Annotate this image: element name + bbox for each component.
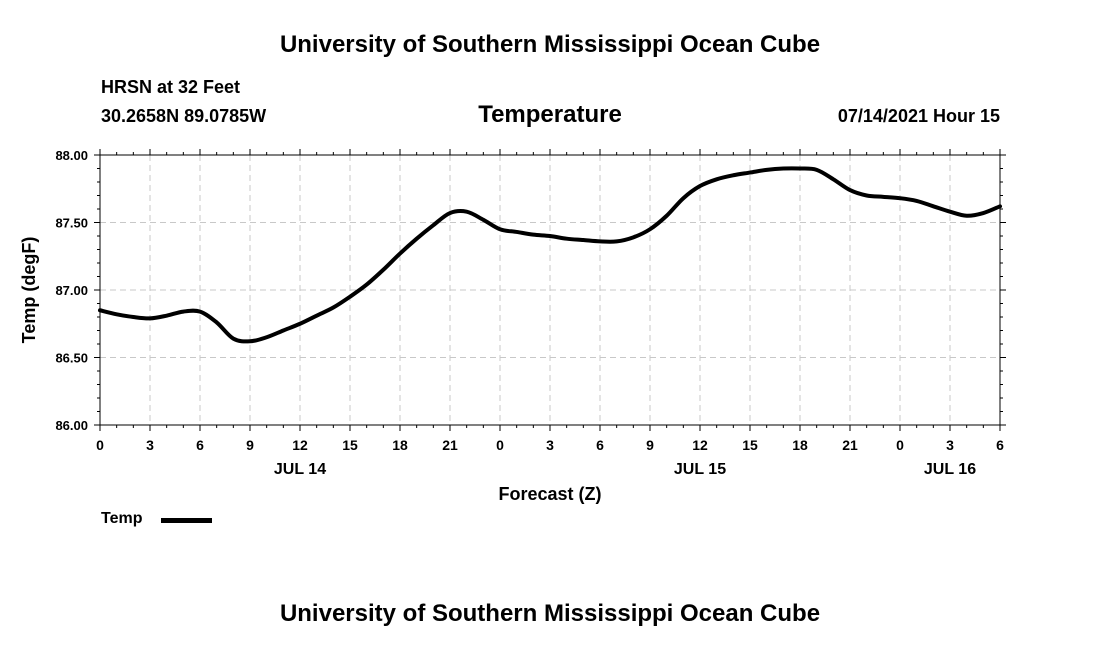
y-axis-title: Temp (degF) [19, 237, 39, 344]
temp-series-line [98, 166, 1002, 344]
y-tick-label: 87.50 [55, 216, 88, 231]
x-tick-label: 3 [546, 437, 554, 453]
legend-line-swatch [161, 518, 212, 523]
x-tick-label: 15 [742, 437, 758, 453]
x-tick-label: 3 [146, 437, 154, 453]
plot-frame [99, 154, 1001, 426]
x-tick-label: 3 [946, 437, 954, 453]
x-tick-label: 0 [96, 437, 104, 453]
x-tick-label: 18 [392, 437, 408, 453]
x-tick-label: 21 [842, 437, 858, 453]
x-tick-label: 12 [692, 437, 708, 453]
page-title: University of Southern Mississippi Ocean… [279, 31, 821, 58]
footer-title: University of Southern Mississippi Ocean… [279, 600, 821, 627]
x-date-label: JUL 15 [674, 461, 726, 478]
y-tick-label: 88.00 [55, 148, 88, 163]
chart-subtitle: Temperature [478, 101, 622, 128]
x-date-label: JUL 16 [924, 461, 976, 478]
x-tick-label: 9 [246, 437, 254, 453]
x-tick-label: 0 [496, 437, 504, 453]
x-tick-label: 21 [442, 437, 458, 453]
x-tick-label: 18 [792, 437, 808, 453]
x-axis-title: Forecast (Z) [498, 484, 601, 504]
x-tick-label: 6 [596, 437, 604, 453]
legend-label: Temp [101, 510, 143, 527]
x-tick-label: 15 [342, 437, 358, 453]
station-label: HRSN at 32 Feet [101, 77, 241, 97]
x-tick-label: 6 [996, 437, 1004, 453]
y-tick-label: 86.50 [55, 351, 88, 366]
coordinates-label: 30.2658N 89.0785W [101, 106, 267, 126]
x-tick-label: 6 [196, 437, 204, 453]
datetime-label: 07/14/2021 Hour 15 [837, 106, 1000, 126]
x-tick-label: 9 [646, 437, 654, 453]
x-tick-label: 12 [292, 437, 308, 453]
y-tick-label: 86.00 [55, 418, 88, 433]
x-date-label: JUL 14 [274, 461, 326, 478]
x-tick-label: 0 [896, 437, 904, 453]
y-tick-label: 87.00 [55, 283, 88, 298]
